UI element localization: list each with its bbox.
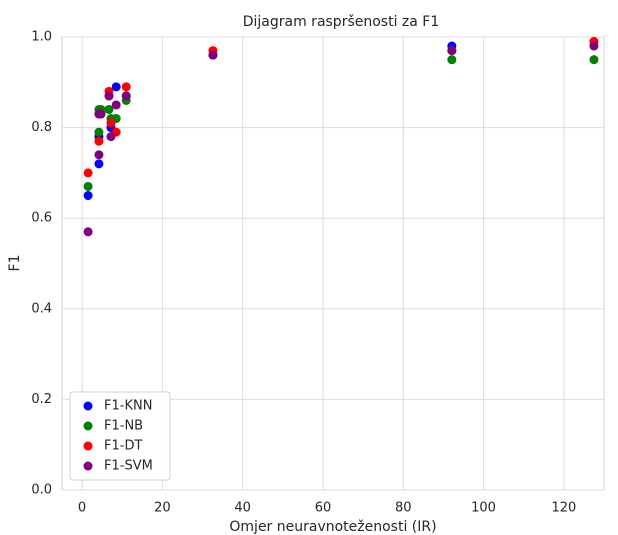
point [447, 55, 457, 65]
point [447, 46, 457, 56]
point [83, 227, 93, 237]
y-tick-label: 0.0 [31, 483, 52, 498]
point [208, 50, 218, 60]
point [83, 191, 93, 201]
point [121, 91, 131, 101]
y-tick-label: 0.8 [31, 120, 52, 135]
point [83, 181, 93, 191]
x-axis-label: Omjer neuravnoteženosti (IR) [229, 519, 436, 535]
point [94, 127, 104, 137]
point [83, 168, 93, 178]
point [111, 82, 121, 92]
legend-label: F1-KNN [104, 399, 152, 414]
point [96, 109, 106, 119]
y-tick-label: 1.0 [31, 30, 52, 45]
y-tick-label: 0.2 [31, 392, 52, 407]
point [94, 150, 104, 160]
legend-marker [83, 401, 93, 411]
point [589, 55, 599, 65]
legend-label: F1-SVM [104, 459, 153, 474]
legend-label: F1-DT [104, 439, 142, 454]
legend-label: F1-NB [104, 419, 143, 434]
legend-marker [83, 421, 93, 431]
y-tick-label: 0.4 [31, 301, 52, 316]
point [104, 104, 114, 114]
point [121, 82, 131, 92]
legend-marker [83, 461, 93, 471]
x-tick-label: 0 [78, 501, 86, 516]
x-tick-label: 120 [551, 501, 576, 516]
y-tick-label: 0.6 [31, 211, 52, 226]
x-tick-label: 40 [234, 501, 251, 516]
x-tick-label: 20 [154, 501, 171, 516]
legend-box [69, 391, 171, 481]
point [106, 132, 116, 142]
point [106, 118, 116, 128]
point [111, 100, 121, 110]
point [94, 159, 104, 169]
x-tick-label: 60 [315, 501, 332, 516]
point [94, 136, 104, 146]
legend-marker [83, 441, 93, 451]
y-axis-label: F1 [7, 255, 23, 272]
point [589, 41, 599, 51]
x-tick-label: 100 [471, 501, 496, 516]
chart-title: Dijagram raspršenosti za F1 [243, 14, 440, 30]
x-tick-label: 80 [395, 501, 412, 516]
point [104, 91, 114, 101]
